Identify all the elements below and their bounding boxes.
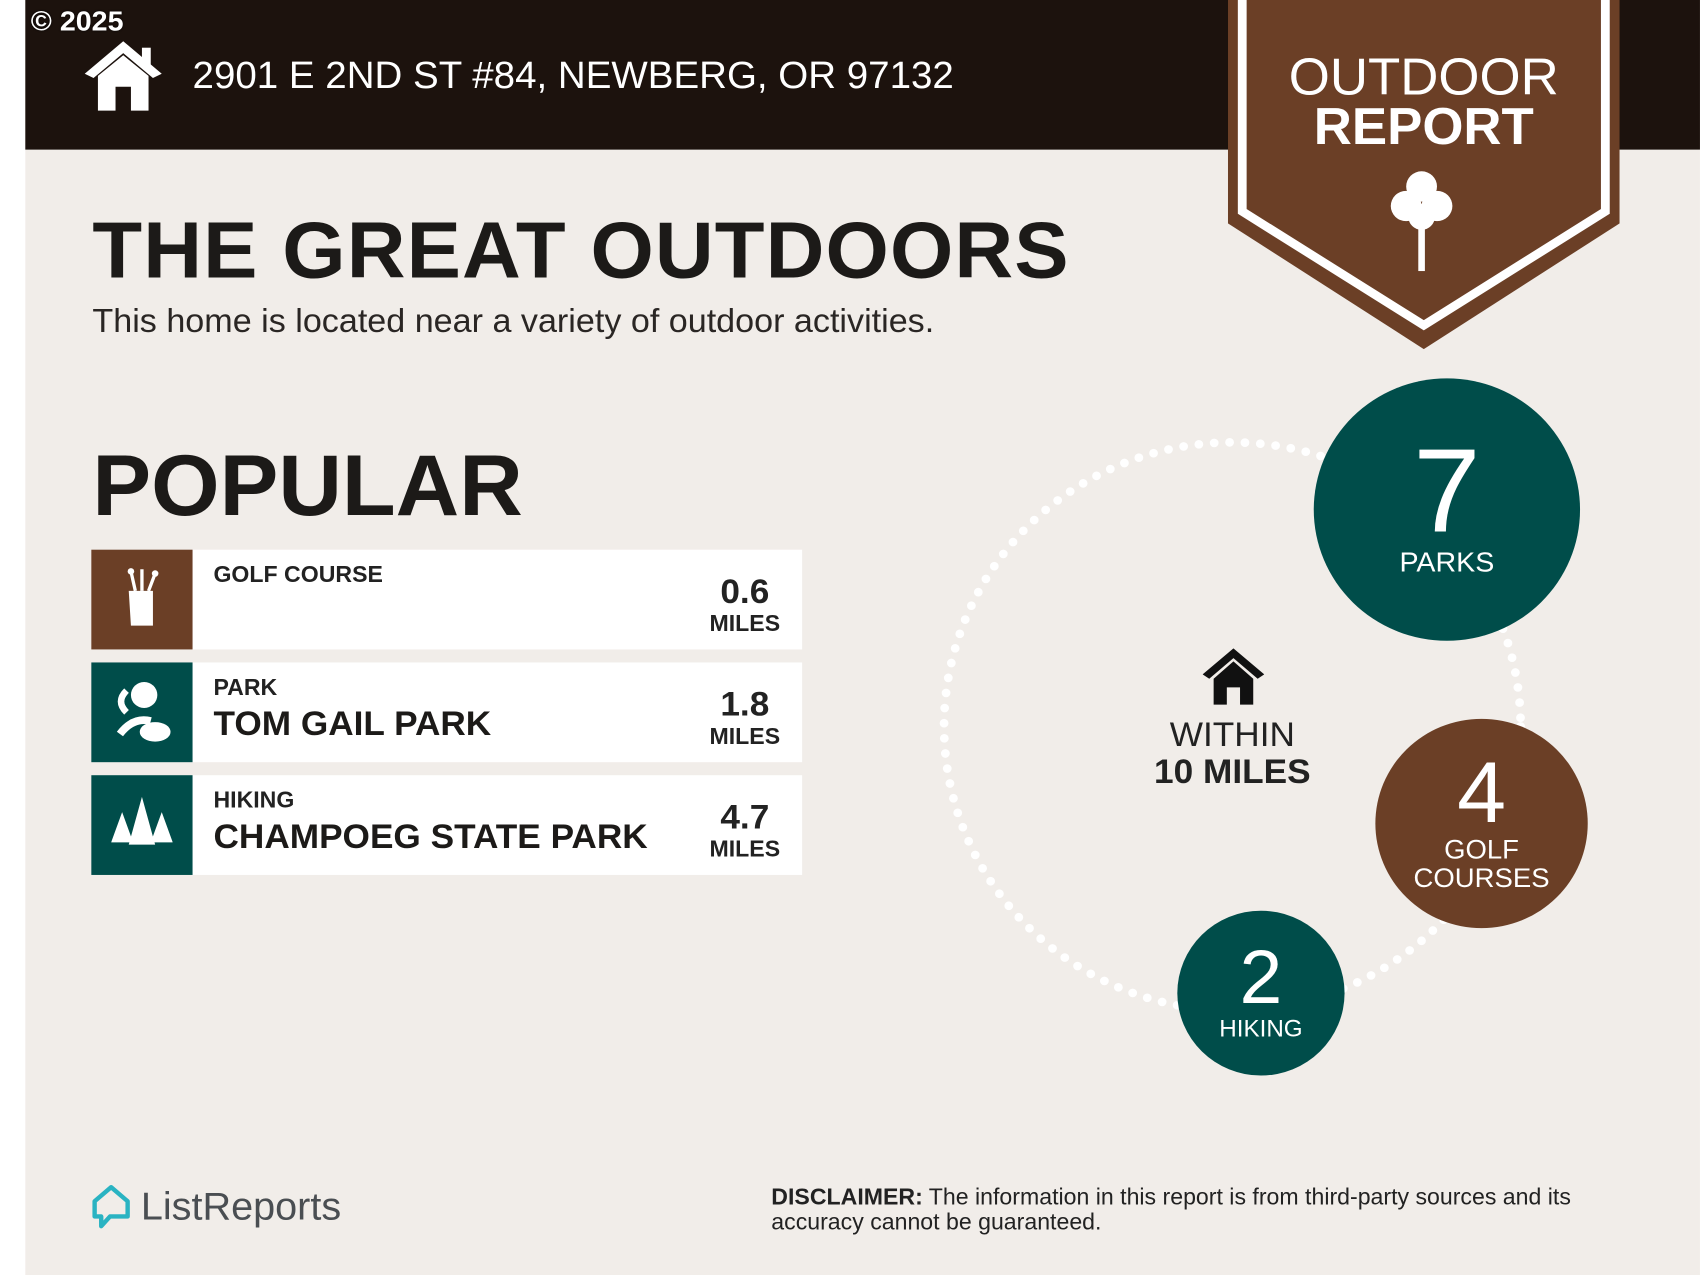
item-category: PARK [213, 675, 278, 701]
item-category: HIKING [213, 788, 295, 814]
badge-line1: OUTDOOR [1288, 48, 1559, 107]
badge-line2: REPORT [1313, 98, 1534, 157]
popular-heading: POPULAR [92, 436, 523, 534]
item-name: CHAMPOEG STATE PARK [213, 816, 648, 856]
tree-icon [1390, 171, 1453, 272]
item-name: TOM GAIL PARK [213, 703, 492, 743]
golf-bag-icon [91, 549, 193, 650]
within-label: WITHIN 10 MILES [1154, 714, 1311, 791]
item-distance: 4.7 MILES [709, 796, 781, 862]
list-item: HIKING CHAMPOEG STATE PARK 4.7 MILES [91, 775, 803, 875]
pine-trees-icon [91, 775, 193, 875]
house-icon [84, 41, 162, 111]
property-address: 2901 E 2ND ST #84, NEWBERG, OR 97132 [192, 54, 954, 97]
copyright: © 2025 [30, 4, 124, 37]
page-title: THE GREAT OUTDOORS [92, 204, 1070, 295]
listreports-logo: ListReports [90, 1184, 341, 1230]
listreports-logo-icon [92, 1185, 130, 1229]
hiking-count-circle: 2 HIKING [1177, 910, 1345, 1076]
list-item: GOLF COURSE 0.6 MILES [91, 549, 803, 650]
list-item: PARK TOM GAIL PARK 1.8 MILES [91, 662, 803, 763]
park-icon [91, 662, 193, 763]
golf-count-circle: 4 GOLF COURSES [1375, 718, 1588, 929]
disclaimer: DISCLAIMER: The information in this repo… [771, 1185, 1571, 1235]
item-distance: 1.8 MILES [709, 684, 781, 750]
page-subtitle: This home is located near a variety of o… [92, 301, 935, 340]
item-category: GOLF COURSE [213, 562, 383, 588]
home-icon [1202, 648, 1265, 705]
parks-count-circle: 7 PARKS [1313, 378, 1581, 641]
item-distance: 0.6 MILES [709, 571, 781, 637]
